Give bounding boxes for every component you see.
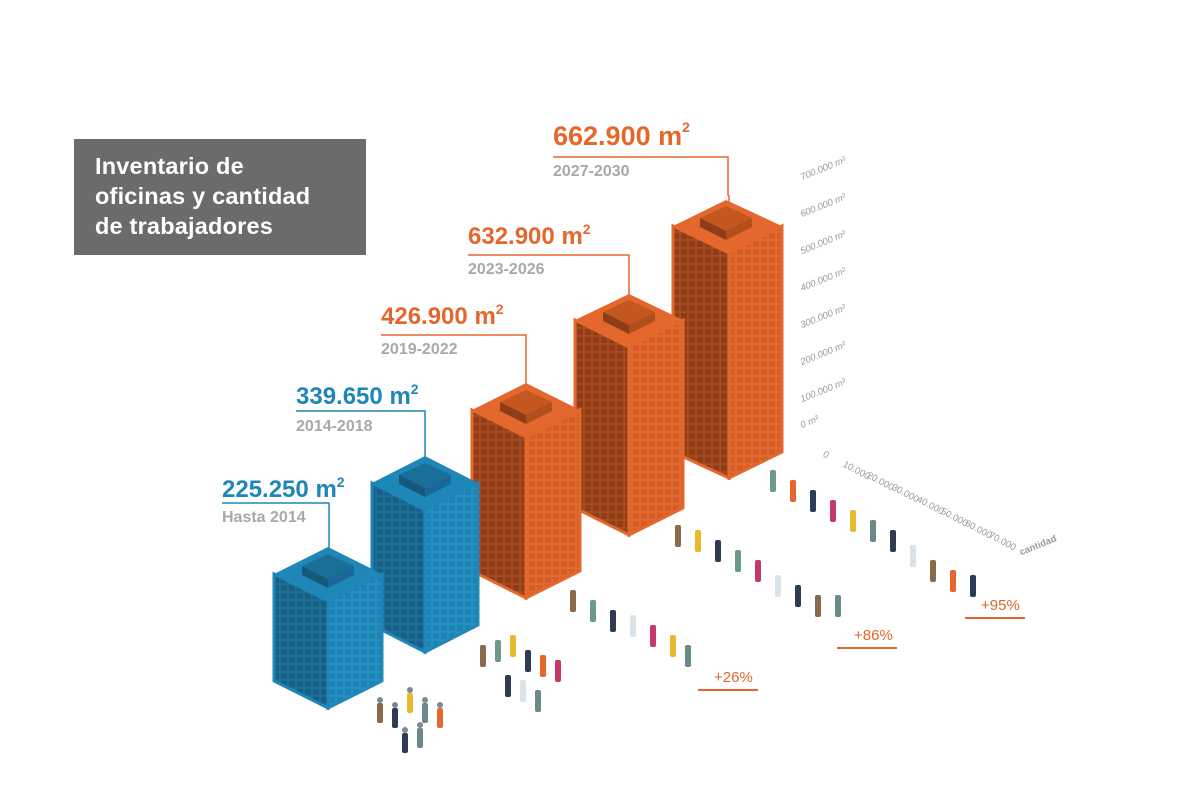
workers-crowd-2 (480, 590, 691, 712)
bar-building-1 (272, 547, 384, 711)
workers-crowd-4 (770, 470, 976, 597)
bar-5-value: 662.900 m2 (553, 119, 690, 151)
bar-4-value: 632.900 m2 (468, 221, 591, 250)
bar-2-value: 339.650 m2 (296, 381, 419, 410)
workers-crowd-1 (377, 687, 443, 753)
growth-underline-3 (965, 617, 1025, 619)
chart-title: Inventario de oficinas y cantidad de tra… (95, 151, 310, 241)
growth-label-3: +95% (981, 597, 1020, 614)
growth-label-2: +86% (854, 627, 893, 644)
chart-title-box: Inventario de oficinas y cantidad de tra… (74, 139, 366, 255)
bar-building-3 (470, 383, 582, 601)
bar-1-period: Hasta 2014 (222, 509, 306, 526)
bar-building-4 (573, 294, 685, 538)
growth-label-1: +26% (714, 669, 753, 686)
bar-2-period: 2014-2018 (296, 418, 373, 435)
bar-building-2 (370, 456, 480, 655)
growth-underline-2 (837, 647, 897, 649)
title-line-1: Inventario de (95, 153, 244, 179)
title-line-3: de trabajadores (95, 213, 274, 239)
bar-4-period: 2023-2026 (468, 261, 545, 278)
bar-building-5 (671, 195, 784, 481)
bar-5-period: 2027-2030 (553, 163, 630, 180)
bar-1-value: 225.250 m2 (222, 474, 345, 503)
workers-crowd-3 (675, 525, 841, 617)
title-line-2: oficinas y cantidad (95, 183, 311, 209)
bar-3-value: 426.900 m2 (381, 301, 504, 330)
bar-3-period: 2019-2022 (381, 341, 458, 358)
growth-underline-1 (698, 689, 758, 691)
